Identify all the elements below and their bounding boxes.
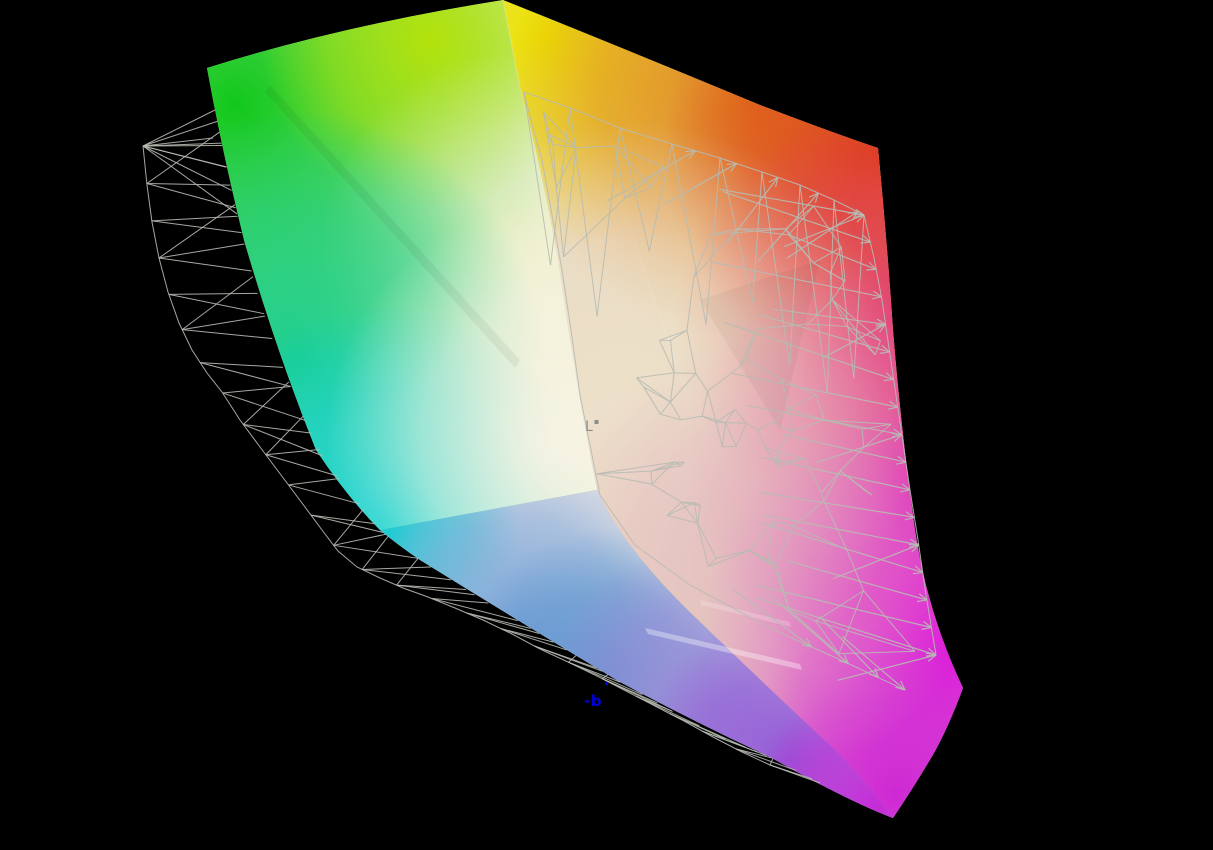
wireframe-gamut [142, 91, 937, 784]
l-axis-label: L▪ [585, 417, 600, 435]
l-axis-marker: ▪ [593, 417, 600, 426]
l-axis-text: L [585, 419, 593, 435]
b-axis-tick [605, 682, 608, 685]
surface-highlights [265, 0, 820, 670]
b-axis-label: -b [584, 692, 602, 710]
